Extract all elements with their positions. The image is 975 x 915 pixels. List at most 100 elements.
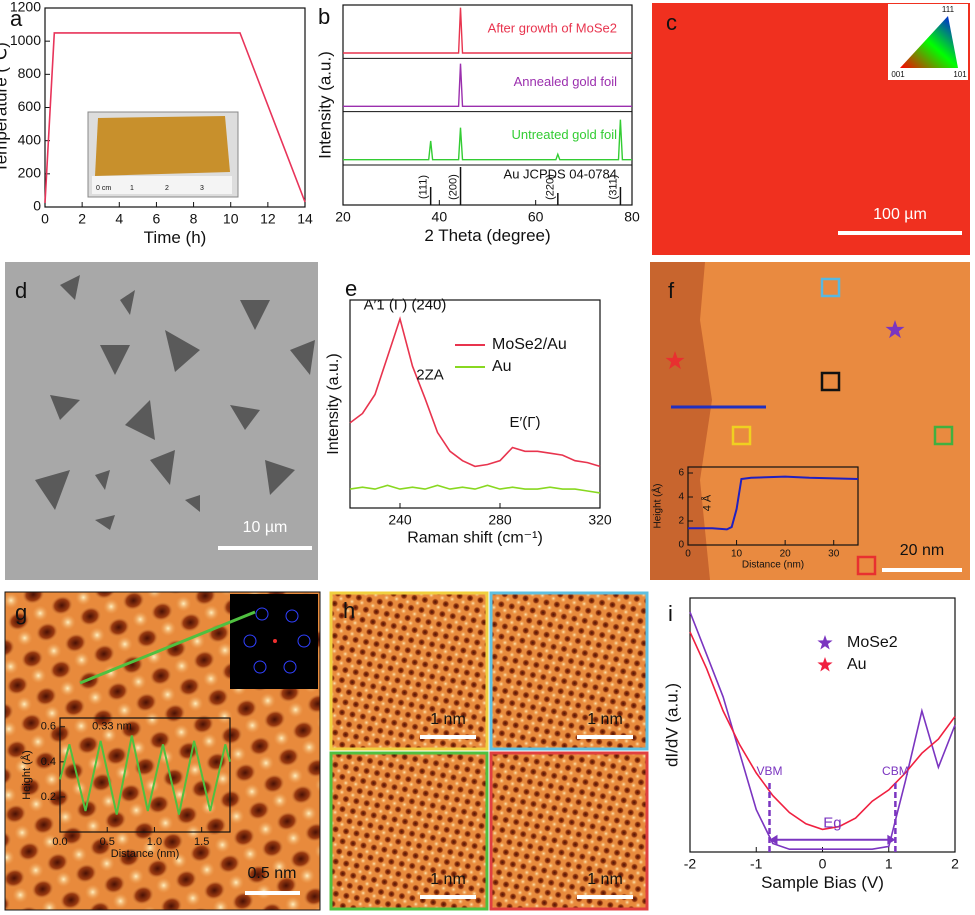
y-tick-label: 600	[18, 98, 42, 114]
series-label: After growth of MoSe2	[488, 20, 617, 35]
fft-spots	[243, 607, 311, 674]
x-axis-label: Distance (nm)	[111, 848, 179, 860]
y-tick-label: 0	[33, 198, 41, 214]
x-tick-label: 10	[731, 549, 743, 560]
scale-label: 0.5 nm	[248, 865, 297, 882]
x-axis-label: 2 Theta (degree)	[424, 226, 550, 245]
data-line	[688, 475, 859, 531]
marker-square	[933, 425, 954, 446]
ruler-label: 2	[165, 185, 169, 192]
key-label: 001	[891, 70, 905, 79]
panel-label: a	[10, 6, 23, 31]
reference-index: (220)	[545, 174, 557, 200]
annotation: E′(Γ)	[509, 414, 540, 431]
reference-index: (311)	[607, 175, 619, 200]
key-label: 101	[953, 70, 967, 79]
y-axis-label: Height (Å)	[20, 750, 33, 800]
y-tick-label: 800	[18, 65, 42, 81]
x-tick-label: 14	[297, 210, 313, 226]
marker-star	[665, 351, 685, 370]
legend-label: Au	[492, 358, 512, 375]
profile-line	[79, 610, 256, 685]
x-tick-label: 1	[885, 855, 893, 871]
x-tick-label: 20	[780, 549, 792, 560]
x-tick-label: 0	[819, 855, 827, 871]
x-tick-label: 4	[115, 210, 123, 226]
y-tick-label: 6	[678, 468, 684, 479]
x-tick-label: 30	[828, 549, 840, 560]
y-tick-label: 0.6	[41, 721, 56, 733]
x-tick-label: 1.5	[194, 836, 209, 848]
plot-frame	[687, 466, 859, 546]
x-tick-label: 10	[223, 210, 239, 226]
x-axis-label: Sample Bias (V)	[761, 873, 884, 892]
scale-label: 100 µm	[873, 206, 927, 223]
x-tick-label: -1	[750, 855, 763, 871]
scale-label: 1 nm	[587, 711, 623, 728]
key-label: 111	[942, 5, 955, 14]
annotation: A′1 (Γ) (240)	[364, 297, 447, 314]
x-tick-label: 280	[488, 511, 512, 527]
reference-label: Au JCPDS 04-0784	[504, 166, 617, 181]
marker-star	[885, 320, 905, 339]
scale-label: 20 nm	[900, 542, 944, 559]
x-tick-label: -2	[684, 855, 697, 871]
reference-index: (111)	[418, 175, 430, 199]
y-tick-label: 0.4	[41, 756, 56, 768]
panel-label: e	[345, 276, 357, 301]
x-tick-label: 40	[432, 208, 448, 224]
x-tick-label: 8	[190, 210, 198, 226]
x-tick-label: 80	[624, 208, 640, 224]
annotation: 0.33 nm	[92, 721, 132, 733]
annotation: VBM	[756, 764, 782, 778]
plot-frame	[59, 717, 231, 833]
color-key-triangle	[900, 16, 958, 68]
panel-label: b	[318, 4, 330, 29]
stm-tile	[329, 591, 489, 751]
plot-frame	[342, 4, 633, 206]
ruler-label: 3	[200, 185, 204, 192]
x-tick-label: 0	[41, 210, 49, 226]
panel-label: h	[343, 598, 355, 623]
panel-label: c	[666, 10, 677, 35]
x-axis-label: Time (h)	[144, 228, 207, 247]
data-line	[44, 32, 306, 203]
annotation: CBM	[882, 764, 909, 778]
y-tick-label: 0.2	[41, 791, 56, 803]
data-line	[343, 63, 632, 107]
series-label: Untreated gold foil	[511, 127, 617, 142]
scale-label: 1 nm	[587, 871, 623, 888]
x-tick-label: 240	[388, 511, 412, 527]
stm-tile	[489, 751, 649, 911]
y-axis-label: Temperature (℃)	[0, 42, 10, 173]
y-tick-label: 400	[18, 131, 42, 147]
legend-label: MoSe2	[847, 634, 898, 651]
scale-bars	[420, 735, 633, 899]
data-line	[59, 735, 231, 815]
scale-label: 1 nm	[430, 711, 466, 728]
reference-index: (200)	[447, 174, 459, 200]
x-tick-label: 0	[685, 549, 691, 560]
x-tick-label: 6	[153, 210, 161, 226]
ruler	[92, 176, 232, 194]
data-line	[343, 7, 632, 54]
y-tick-label: 1000	[10, 32, 41, 48]
ruler-label: 1	[130, 185, 134, 192]
marker-square	[856, 555, 877, 576]
y-axis-label: dI/dV (a.u.)	[663, 683, 682, 767]
y-tick-label: 200	[18, 165, 42, 181]
y-tick-label: 2	[678, 516, 684, 527]
panel-label: f	[668, 278, 675, 303]
x-axis-label: Distance (nm)	[742, 560, 804, 571]
series-label: Annealed gold foil	[514, 74, 617, 89]
stm-tile	[489, 591, 649, 751]
annotation: 2ZA	[416, 367, 444, 384]
data-line	[689, 631, 956, 831]
marker-square	[820, 277, 841, 298]
stm-tile	[329, 751, 489, 911]
panel-label: d	[15, 278, 27, 303]
x-axis-label: Raman shift (cm⁻¹)	[407, 529, 543, 546]
x-tick-label: 320	[588, 511, 612, 527]
sem-image	[5, 262, 318, 580]
